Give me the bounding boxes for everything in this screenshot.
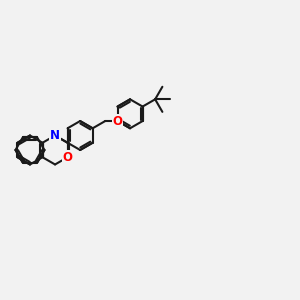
Text: O: O xyxy=(63,151,73,164)
Text: N: N xyxy=(50,129,60,142)
Text: O: O xyxy=(112,115,122,128)
